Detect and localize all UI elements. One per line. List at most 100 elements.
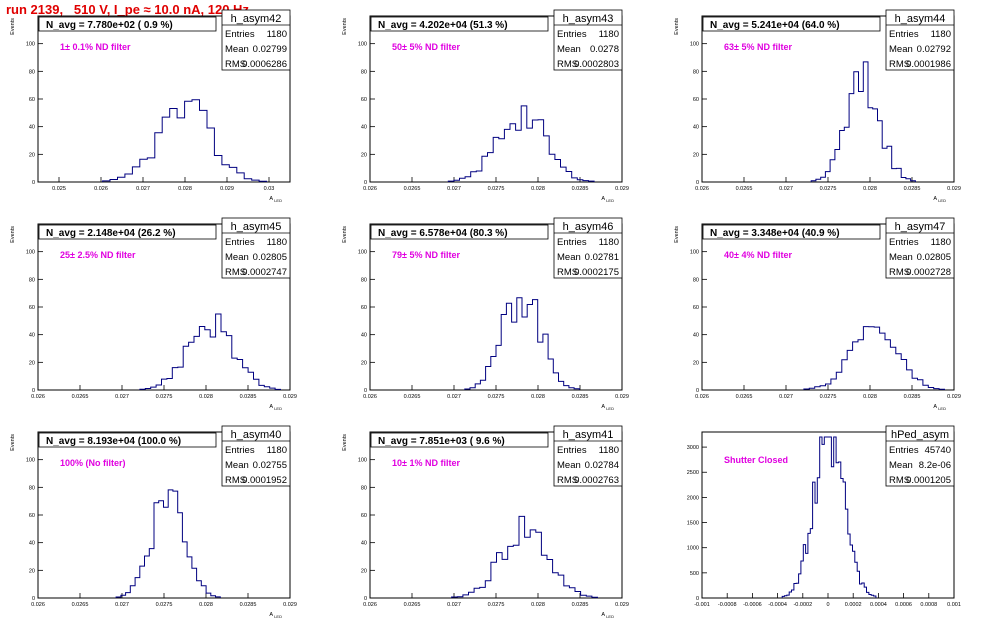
stats-box <box>553 425 623 487</box>
x-tick-label: -0.0002 <box>793 602 812 608</box>
stats-value: 0.02805 <box>253 252 287 263</box>
stats-label: RMS <box>889 59 910 70</box>
y-tick-label: 0 <box>32 180 35 186</box>
x-tick-label: 0.027 <box>779 394 793 400</box>
x-tick-label: 0.026 <box>363 394 377 400</box>
x-tick-label: 0.028 <box>199 394 213 400</box>
x-tick-label: 0.026 <box>31 602 45 608</box>
avg-label: N_avg = 2.148e+04 (26.2 %) <box>46 228 176 239</box>
x-axis-label: A LED <box>269 196 282 203</box>
y-tick-label: 20 <box>29 152 35 158</box>
x-tick-label: 0.028 <box>531 186 545 192</box>
x-axis-label: A LED <box>601 612 614 619</box>
x-tick-label: 0.0265 <box>72 602 89 608</box>
y-axis-label: Events <box>674 226 680 243</box>
avg-label: N_avg = 4.202e+04 (51.3 %) <box>378 20 508 31</box>
y-tick-label: 0 <box>32 388 35 394</box>
x-tick-label: 0.026 <box>31 394 45 400</box>
stats-label: RMS <box>225 59 246 70</box>
y-tick-label: 60 <box>693 97 699 103</box>
x-tick-label: -0.001 <box>694 602 710 608</box>
filter-note: 79± 5% ND filter <box>392 250 460 260</box>
x-tick-label: 0 <box>826 602 829 608</box>
x-tick-label: 0.0265 <box>404 602 421 608</box>
x-axis-label: A LED <box>933 404 946 411</box>
stats-label: RMS <box>889 475 910 486</box>
stats-label: Entries <box>225 237 255 248</box>
x-tick-label: -0.0006 <box>743 602 762 608</box>
avg-label: N_avg = 7.851e+03 ( 9.6 %) <box>378 436 505 447</box>
x-tick-label: 0.025 <box>52 186 66 192</box>
histogram-outline <box>781 436 877 598</box>
stats-label: RMS <box>557 59 578 70</box>
histogram-name: h_asym45 <box>231 221 282 233</box>
x-tick-label: 0.0275 <box>156 602 173 608</box>
stats-box <box>885 9 955 71</box>
stats-label: Entries <box>557 237 587 248</box>
x-tick-label: 0.0275 <box>820 394 837 400</box>
stats-label: Entries <box>889 237 919 248</box>
histogram-outline <box>803 326 945 390</box>
y-axis-label: Events <box>342 226 348 243</box>
x-tick-label: 0.028 <box>863 186 877 192</box>
stats-label: Mean <box>889 460 913 471</box>
x-tick-label: 0.027 <box>136 186 150 192</box>
histogram-panel-hPed_asym: 0 500 1000 1500 2000 2500 3000 -0.001 -0.0008 -0.… <box>687 425 961 608</box>
x-tick-label: 0.026 <box>695 186 709 192</box>
x-tick-label: 0.0006 <box>895 602 912 608</box>
stats-label: Mean <box>557 44 581 55</box>
y-tick-label: 20 <box>693 360 699 366</box>
x-axis-label: A LED <box>269 612 282 619</box>
filter-note: 50± 5% ND filter <box>392 42 460 52</box>
stats-label: Entries <box>889 445 919 456</box>
filter-note: 100% (No filter) <box>60 458 126 468</box>
stats-label: Entries <box>557 29 587 40</box>
x-tick-label: 0.026 <box>363 602 377 608</box>
y-axis-label: Events <box>342 434 348 451</box>
y-tick-label: 60 <box>361 513 367 519</box>
avg-label-box <box>370 16 549 32</box>
stats-value: 1180 <box>931 29 951 40</box>
y-tick-label: 100 <box>26 42 35 48</box>
stats-value: 0.0002803 <box>574 59 619 70</box>
y-tick-label: 500 <box>690 571 699 577</box>
x-tick-label: 0.029 <box>615 602 629 608</box>
stats-value: 0.02805 <box>917 252 951 263</box>
x-tick-label: -0.0004 <box>768 602 787 608</box>
x-tick-label: 0.027 <box>779 186 793 192</box>
stats-label: RMS <box>557 475 578 486</box>
stats-value: 1180 <box>267 445 287 456</box>
stats-box <box>221 9 291 71</box>
y-tick-label: 20 <box>29 568 35 574</box>
y-tick-label: 100 <box>358 458 367 464</box>
avg-label: N_avg = 7.780e+02 ( 0.9 %) <box>46 20 173 31</box>
x-tick-label: 0.026 <box>94 186 108 192</box>
histogram-outline <box>447 105 595 182</box>
avg-label-box <box>702 16 881 32</box>
histogram-name: h_asym42 <box>231 13 282 25</box>
x-tick-label: 0.0265 <box>404 394 421 400</box>
stats-label: Mean <box>889 252 913 263</box>
y-tick-label: 100 <box>358 42 367 48</box>
y-tick-label: 60 <box>29 97 35 103</box>
y-tick-label: 100 <box>690 42 699 48</box>
y-axis-label: Events <box>342 18 348 35</box>
avg-label: N_avg = 3.348e+04 (40.9 %) <box>710 228 840 239</box>
y-tick-label: 100 <box>26 250 35 256</box>
stats-value: 0.0001986 <box>906 59 951 70</box>
x-tick-label: 0.028 <box>199 602 213 608</box>
x-tick-label: 0.027 <box>115 394 129 400</box>
x-tick-label: 0.0002 <box>845 602 862 608</box>
stats-value: 1180 <box>599 29 619 40</box>
x-tick-label: 0.029 <box>615 394 629 400</box>
avg-label: N_avg = 6.578e+04 (80.3 %) <box>378 228 508 239</box>
y-tick-label: 2000 <box>687 495 699 501</box>
stats-value: 0.0001952 <box>242 475 287 486</box>
x-tick-label: 0.0265 <box>404 186 421 192</box>
stats-value: 1180 <box>599 237 619 248</box>
y-tick-label: 80 <box>361 485 367 491</box>
y-tick-label: 80 <box>693 277 699 283</box>
avg-label-box <box>702 224 881 240</box>
histogram-panel-h_asym46: 0 20 40 60 80 100 0.026 0.0265 0.027 0.0275 0.028 0… <box>342 217 629 411</box>
